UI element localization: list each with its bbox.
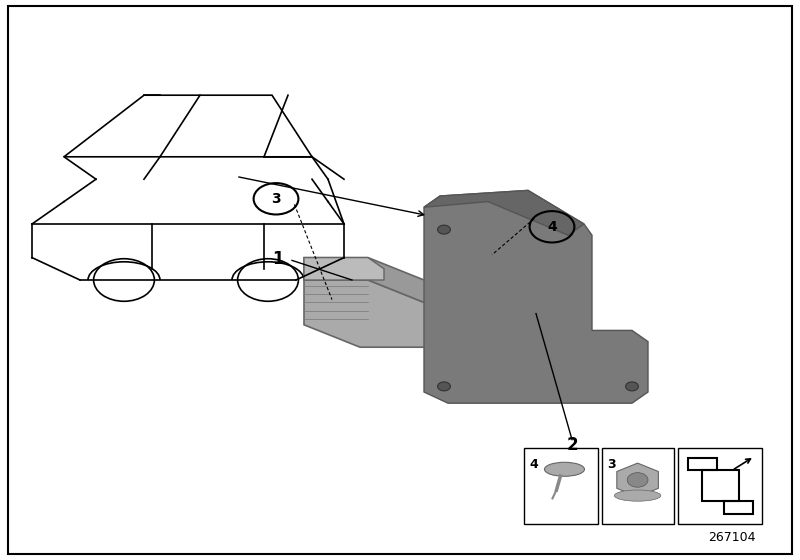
Circle shape	[438, 382, 450, 391]
Circle shape	[627, 473, 648, 487]
Polygon shape	[688, 458, 753, 514]
Ellipse shape	[614, 490, 661, 501]
Circle shape	[438, 225, 450, 234]
Polygon shape	[304, 258, 384, 280]
Text: 3: 3	[271, 192, 281, 206]
Text: 1: 1	[273, 250, 284, 268]
Text: 267104: 267104	[709, 531, 756, 544]
Bar	[524, 448, 598, 524]
Polygon shape	[424, 190, 584, 235]
Polygon shape	[304, 280, 424, 347]
Text: 2: 2	[566, 436, 578, 454]
Text: 3: 3	[607, 458, 616, 471]
Text: 4: 4	[547, 220, 557, 234]
Circle shape	[626, 382, 638, 391]
Polygon shape	[424, 190, 648, 403]
Text: 4: 4	[530, 458, 538, 471]
Bar	[602, 448, 674, 524]
Polygon shape	[304, 258, 424, 302]
Ellipse shape	[545, 463, 585, 476]
Bar	[678, 448, 762, 524]
